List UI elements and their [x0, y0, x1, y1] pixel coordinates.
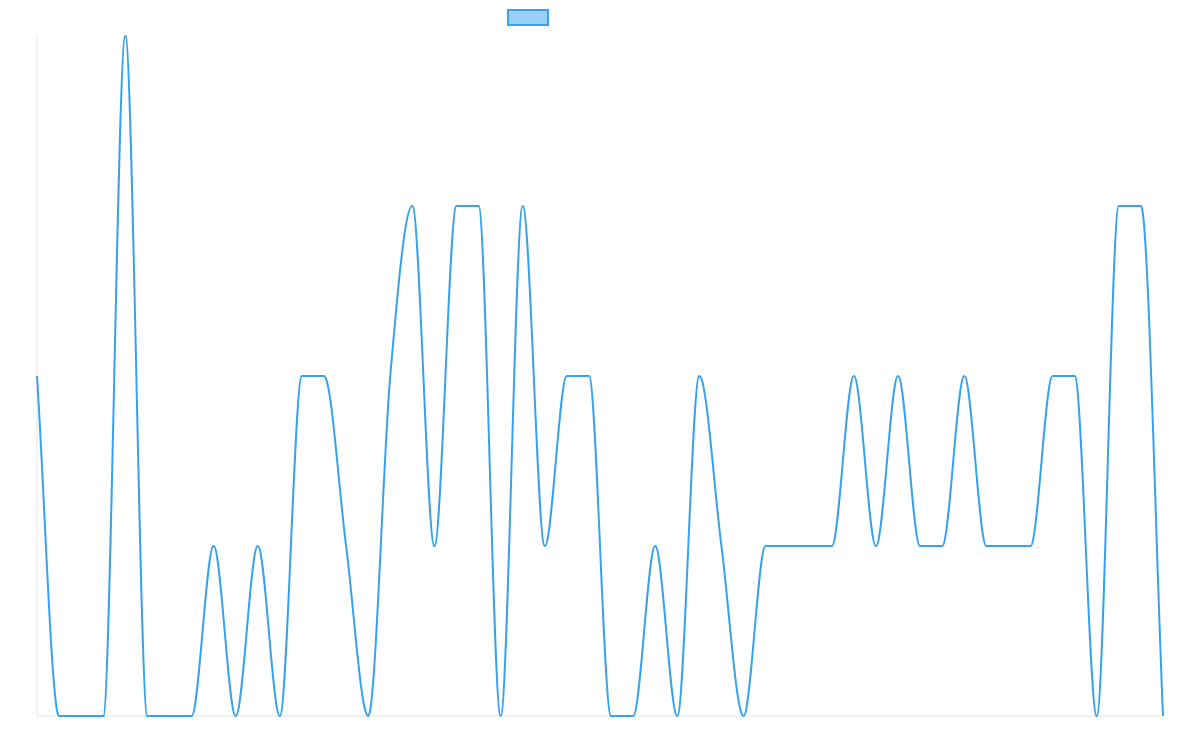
- legend-swatch: [507, 9, 549, 26]
- line: [36, 34, 1164, 718]
